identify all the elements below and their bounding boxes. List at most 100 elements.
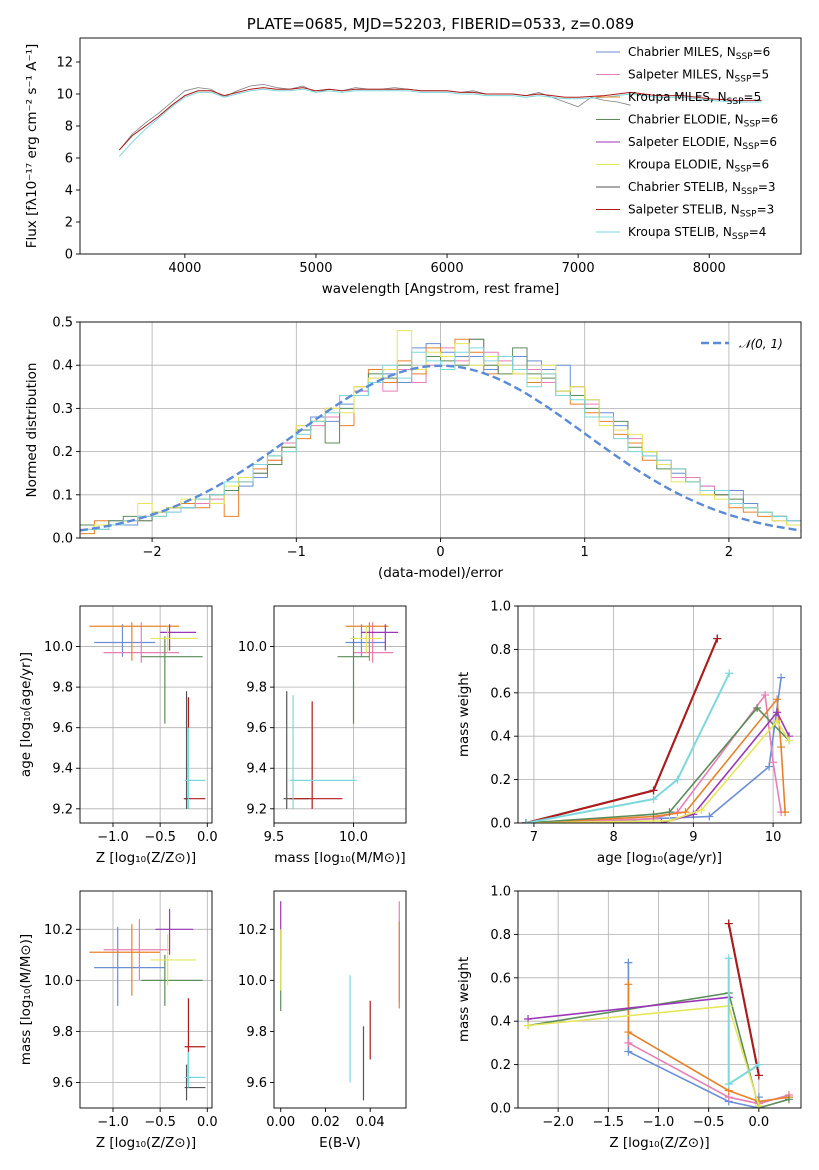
legend-label-tail: =6 bbox=[760, 113, 778, 127]
plot-area bbox=[80, 330, 801, 538]
axes-frame bbox=[517, 605, 802, 824]
x-tick-label: 0 bbox=[436, 545, 444, 560]
plot-area bbox=[118, 83, 762, 157]
axes-frame bbox=[517, 890, 802, 1109]
y-tick-label: 0.8 bbox=[490, 643, 511, 658]
plot-area bbox=[283, 622, 399, 809]
legend-label-sub: SSP bbox=[735, 165, 752, 175]
axes-frame bbox=[79, 605, 213, 824]
y-tick-label: 0.8 bbox=[490, 928, 511, 943]
legend-label-sub: SSP bbox=[735, 75, 752, 85]
y-tick-label: 10.2 bbox=[44, 923, 73, 938]
legend-label-sub: SSP bbox=[744, 120, 761, 130]
x-tick-label: 7 bbox=[530, 830, 538, 845]
x-axis-label: Z [log₁₀(Z/Z⊙)] bbox=[96, 1135, 196, 1151]
legend-label-sub: SSP bbox=[741, 187, 758, 197]
legend-label: Kroupa ELODIE, NSSP=6 bbox=[628, 158, 769, 175]
legend-label-main: Salpeter ELODIE, N bbox=[628, 135, 742, 149]
legend-label: Chabrier MILES, NSSP=6 bbox=[628, 45, 770, 62]
y-tick-label: 1.0 bbox=[490, 885, 511, 900]
data-marker bbox=[781, 808, 790, 817]
legend-label-main: Salpeter STELIB, N bbox=[628, 203, 740, 217]
y-tick-label: 0.0 bbox=[490, 1102, 511, 1117]
data-marker bbox=[705, 812, 714, 821]
y-tick-label: 9.8 bbox=[52, 681, 73, 696]
y-tick-label: 0.4 bbox=[52, 359, 73, 374]
y-axis-label: Normed distribution bbox=[24, 363, 40, 498]
y-tick-label: 9.6 bbox=[52, 1076, 73, 1091]
x-tick-label: −1.0 bbox=[97, 1115, 129, 1130]
plot-area bbox=[89, 622, 206, 809]
y-tick-label: 0.4 bbox=[490, 1015, 511, 1030]
data-marker bbox=[524, 1021, 533, 1030]
axes-frame bbox=[79, 890, 213, 1109]
x-tick-label: 0.0 bbox=[197, 830, 218, 845]
legend-label-main: Chabrier MILES, N bbox=[628, 45, 736, 59]
y-tick-label: 0.3 bbox=[52, 402, 73, 417]
chart-title: PLATE=0685, MJD=52203, FIBERID=0533, z=0… bbox=[247, 15, 634, 33]
plot-area bbox=[280, 901, 400, 1101]
legend-label-sub: SSP bbox=[736, 52, 753, 62]
x-tick-label: −2 bbox=[143, 545, 162, 560]
x-axis-label: mass [log₁₀(M/M⊙)] bbox=[274, 850, 405, 866]
data-marker bbox=[724, 919, 733, 928]
y-tick-label: 12 bbox=[56, 56, 73, 71]
data-marker bbox=[649, 810, 658, 819]
series-line-kroupa-stelib bbox=[118, 88, 762, 157]
legend-label-tail: =6 bbox=[759, 135, 777, 149]
y-tick-label: 1.0 bbox=[490, 600, 511, 615]
y-axis-label: mass [log₁₀(M/M⊙)] bbox=[18, 934, 34, 1065]
x-tick-label: 0.04 bbox=[356, 1115, 385, 1130]
series-line-data bbox=[118, 83, 631, 151]
plot-area bbox=[521, 634, 794, 823]
histogram-kroupa-stelib bbox=[80, 347, 801, 538]
x-tick-label: −1.0 bbox=[643, 1115, 675, 1130]
data-marker bbox=[761, 690, 770, 699]
data-marker bbox=[665, 816, 674, 823]
legend-label-tail: =6 bbox=[753, 45, 771, 59]
y-tick-label: 0.4 bbox=[490, 730, 511, 745]
legend-label-main: Chabrier STELIB, N bbox=[628, 180, 741, 194]
x-tick-label: 8 bbox=[610, 830, 618, 845]
axes-frame bbox=[79, 321, 802, 539]
data-marker bbox=[785, 736, 794, 745]
x-tick-label: 2 bbox=[725, 545, 733, 560]
axes-frame bbox=[273, 605, 407, 824]
y-axis-label: Flux [fλ10⁻¹⁷ erg cm⁻² s⁻¹ A⁻¹] bbox=[24, 44, 40, 249]
data-marker bbox=[624, 980, 633, 989]
y-tick-label: 9.2 bbox=[52, 802, 73, 817]
data-marker bbox=[777, 673, 786, 682]
legend-label: Chabrier STELIB, NSSP=3 bbox=[628, 180, 776, 197]
x-axis-label: E(B-V) bbox=[319, 1135, 361, 1151]
legend-label: Chabrier ELODIE, NSSP=6 bbox=[628, 113, 778, 130]
y-tick-label: 9.4 bbox=[246, 762, 267, 777]
data-marker bbox=[665, 808, 674, 817]
y-tick-label: 8 bbox=[65, 120, 73, 135]
x-tick-label: 0.00 bbox=[266, 1115, 295, 1130]
data-marker bbox=[649, 795, 658, 804]
panel-weight-vs-Z: −2.0 −1.5 −1.0 −0.5 0.0 0.0 0.2 0.4 0.6 0.8 1.0 Z [… bbox=[456, 885, 802, 1151]
x-tick-label: −2.0 bbox=[542, 1115, 574, 1130]
x-tick-label: 10.0 bbox=[339, 830, 368, 845]
series-line-salpeter-stelib bbox=[727, 923, 760, 1076]
plot-area bbox=[89, 908, 206, 1101]
data-marker bbox=[765, 762, 774, 771]
x-tick-label: 10 bbox=[765, 830, 782, 845]
axes-frame bbox=[273, 890, 407, 1109]
x-tick-label: 4000 bbox=[168, 261, 201, 276]
x-axis-label: wavelength [Angstrom, rest frame] bbox=[322, 281, 560, 297]
x-axis-label: (data-model)/error bbox=[378, 565, 504, 581]
series-line-salpeter-elodie bbox=[526, 710, 790, 823]
x-tick-label: −0.5 bbox=[693, 1115, 725, 1130]
y-tick-label: 2 bbox=[65, 216, 73, 231]
series-line-salpeter-stelib bbox=[118, 87, 762, 151]
y-axis-label: age [log₁₀(age/yr)] bbox=[18, 652, 34, 777]
data-marker bbox=[624, 1038, 633, 1047]
x-tick-label: 0.02 bbox=[311, 1115, 340, 1130]
data-marker bbox=[649, 786, 658, 795]
legend-label-main: Chabrier ELODIE, N bbox=[628, 113, 744, 127]
y-tick-label: 0.2 bbox=[490, 1058, 511, 1073]
y-tick-label: 0.5 bbox=[52, 316, 73, 331]
x-tick-label: 0.0 bbox=[197, 1115, 218, 1130]
y-tick-label: 0.6 bbox=[490, 686, 511, 701]
